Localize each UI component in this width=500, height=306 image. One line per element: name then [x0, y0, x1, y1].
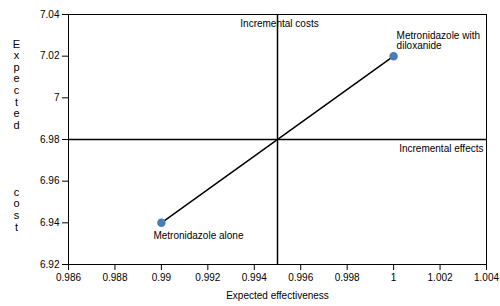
svg-text:0.996: 0.996 [288, 272, 313, 283]
svg-text:7: 7 [54, 92, 60, 103]
svg-text:0.986: 0.986 [56, 272, 81, 283]
svg-text:0.994: 0.994 [242, 272, 267, 283]
svg-text:0.988: 0.988 [102, 272, 127, 283]
svg-text:1.002: 1.002 [428, 272, 453, 283]
svg-text:0.992: 0.992 [195, 272, 220, 283]
svg-text:7.02: 7.02 [40, 50, 60, 61]
svg-text:0.998: 0.998 [335, 272, 360, 283]
svg-text:Metronidazole alone: Metronidazole alone [153, 230, 243, 241]
svg-text:Metronidazole withdiloxanide: Metronidazole withdiloxanide [397, 30, 480, 51]
svg-text:6.96: 6.96 [40, 175, 60, 186]
svg-text:Expected: Expected [13, 38, 20, 131]
svg-text:6.92: 6.92 [40, 259, 60, 270]
svg-text:Incremental costs: Incremental costs [240, 18, 318, 29]
svg-text:1.004: 1.004 [474, 272, 499, 283]
svg-text:1: 1 [391, 272, 397, 283]
svg-text:cost: cost [13, 186, 19, 233]
svg-text:6.94: 6.94 [40, 217, 60, 228]
svg-text:0.99: 0.99 [152, 272, 172, 283]
svg-text:Incremental effects: Incremental effects [399, 143, 483, 154]
svg-text:7.04: 7.04 [40, 9, 60, 20]
svg-text:6.98: 6.98 [40, 134, 60, 145]
svg-text:Expected effectiveness: Expected effectiveness [226, 290, 329, 301]
